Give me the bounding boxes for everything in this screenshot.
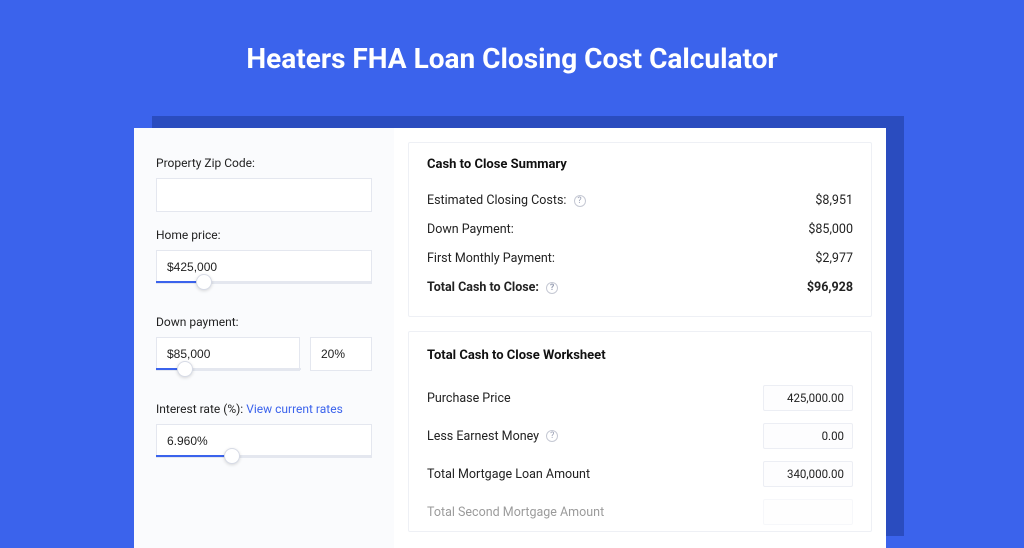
summary-total-value: $96,928 <box>807 280 853 295</box>
summary-row-value: $2,977 <box>815 251 853 266</box>
calculator-card: Property Zip Code: Home price: Down paym… <box>134 128 886 548</box>
summary-row-label: Down Payment: <box>427 222 514 237</box>
down-pct-input[interactable] <box>310 337 372 371</box>
worksheet-row: Purchase Price 425,000.00 <box>427 379 853 417</box>
summary-title: Cash to Close Summary <box>427 157 853 172</box>
inputs-panel: Property Zip Code: Home price: Down paym… <box>134 128 394 548</box>
zip-group: Property Zip Code: <box>156 156 372 212</box>
page-title: Heaters FHA Loan Closing Cost Calculator <box>0 0 1024 103</box>
down-label: Down payment: <box>156 315 372 329</box>
rate-input[interactable] <box>156 424 372 458</box>
summary-row-value: $8,951 <box>815 193 853 208</box>
worksheet-row-value: 0.00 <box>763 423 853 449</box>
worksheet-row-value: 425,000.00 <box>763 385 853 411</box>
zip-input[interactable] <box>156 178 372 212</box>
worksheet-row-value <box>763 499 853 525</box>
results-panel: Cash to Close Summary Estimated Closing … <box>394 128 886 548</box>
price-group: Home price: <box>156 228 372 297</box>
worksheet-row-value: 340,000.00 <box>763 461 853 487</box>
worksheet-row: Less Earnest Money ? 0.00 <box>427 417 853 455</box>
summary-row-value: $85,000 <box>808 222 853 237</box>
worksheet-row-label: Purchase Price <box>427 391 511 406</box>
worksheet-row: Total Mortgage Loan Amount 340,000.00 <box>427 455 853 493</box>
worksheet-row-label: Total Mortgage Loan Amount <box>427 467 590 482</box>
summary-total-label: Total Cash to Close: <box>427 280 539 295</box>
rate-label-row: Interest rate (%): View current rates <box>156 402 372 416</box>
price-input[interactable] <box>156 250 372 284</box>
down-slider[interactable] <box>156 370 301 384</box>
help-icon[interactable]: ? <box>546 430 558 442</box>
view-rates-link[interactable]: View current rates <box>246 402 343 416</box>
slider-thumb[interactable] <box>196 274 212 290</box>
zip-label: Property Zip Code: <box>156 156 372 170</box>
summary-box: Cash to Close Summary Estimated Closing … <box>408 142 872 317</box>
rate-slider[interactable] <box>156 457 372 471</box>
worksheet-title: Total Cash to Close Worksheet <box>427 348 853 363</box>
price-label: Home price: <box>156 228 372 242</box>
slider-thumb[interactable] <box>224 448 240 464</box>
rate-group: Interest rate (%): View current rates <box>156 402 372 471</box>
summary-row: Down Payment: $85,000 <box>427 215 853 244</box>
help-icon[interactable]: ? <box>574 195 586 207</box>
summary-row-label: First Monthly Payment: <box>427 251 555 266</box>
rate-label: Interest rate (%): <box>156 402 243 416</box>
down-group: Down payment: <box>156 315 372 384</box>
worksheet-box: Total Cash to Close Worksheet Purchase P… <box>408 331 872 532</box>
worksheet-row-label: Less Earnest Money <box>427 429 539 444</box>
summary-row: Estimated Closing Costs: ? $8,951 <box>427 186 853 215</box>
worksheet-row-label: Total Second Mortgage Amount <box>427 505 604 520</box>
slider-fill <box>156 455 232 457</box>
slider-thumb[interactable] <box>177 361 193 377</box>
summary-row-label: Estimated Closing Costs: <box>427 193 566 208</box>
summary-row: First Monthly Payment: $2,977 <box>427 244 853 273</box>
worksheet-row: Total Second Mortgage Amount <box>427 493 853 531</box>
summary-total-row: Total Cash to Close: ? $96,928 <box>427 273 853 302</box>
price-slider[interactable] <box>156 283 372 297</box>
help-icon[interactable]: ? <box>546 282 558 294</box>
